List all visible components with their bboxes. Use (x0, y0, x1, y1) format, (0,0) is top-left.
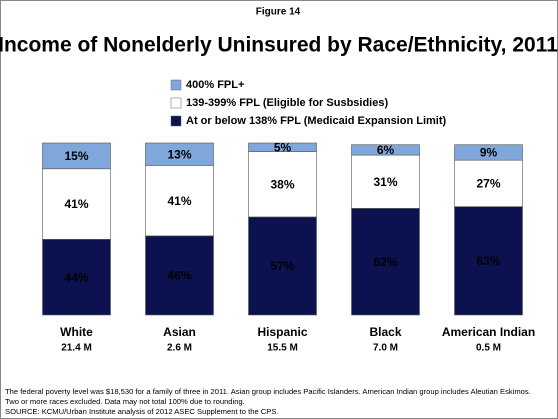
x-tick-label: American Indian (442, 325, 535, 339)
footnote: The federal poverty level was $18,530 fo… (5, 387, 531, 396)
data-label: 44% (64, 270, 88, 284)
chart-title: Income of Nonelderly Uninsured by Race/E… (0, 34, 558, 57)
data-label: 41% (64, 197, 88, 211)
data-label: 41% (167, 194, 191, 208)
footnote: SOURCE: KCMU/Urban Institute analysis of… (5, 407, 279, 416)
bar-segment (351, 144, 420, 156)
x-tick-note: 7.0 M (373, 343, 398, 354)
bar-segment (248, 142, 317, 152)
data-label: 46% (167, 269, 191, 283)
data-label: 62% (373, 255, 397, 269)
bar-segment (351, 208, 420, 316)
data-label: 38% (270, 177, 294, 191)
data-label: 15% (64, 149, 88, 163)
bar-segment (351, 154, 420, 209)
bar-segment (248, 151, 317, 218)
data-label: 5% (274, 140, 292, 154)
x-tick-note: 21.4 M (61, 343, 92, 354)
legend-label: 400% FPL+ (186, 79, 244, 91)
footnote: Two or more races excluded. Data may not… (5, 397, 245, 406)
x-tick-label: White (60, 325, 93, 339)
x-tick-label: Black (369, 325, 401, 339)
x-tick-note: 2.6 M (167, 343, 192, 354)
x-tick-note: 0.5 M (476, 343, 501, 354)
x-tick-label: Asian (163, 325, 196, 339)
data-label: 13% (167, 147, 191, 161)
bar-segment (145, 142, 214, 166)
bar-segment (145, 235, 214, 316)
bar-segment (145, 165, 214, 237)
bar-segment (454, 206, 523, 316)
figure-label: Figure 14 (256, 7, 301, 18)
legend-label: 139-399% FPL (Eligible for Susbsidies) (186, 97, 388, 109)
legend-swatch (170, 115, 182, 127)
legend-swatch (170, 97, 182, 109)
bar-segment (454, 144, 523, 161)
bar-segment (42, 142, 111, 170)
x-tick-note: 15.5 M (267, 343, 298, 354)
data-label: 9% (480, 146, 498, 160)
bar-segment (42, 239, 111, 316)
data-label: 6% (377, 143, 395, 157)
legend-label: At or below 138% FPL (Medicaid Expansion… (186, 115, 447, 127)
data-label: 63% (476, 254, 500, 268)
data-label: 57% (270, 259, 294, 273)
legend-swatch (170, 79, 182, 91)
data-label: 27% (476, 177, 500, 191)
x-tick-label: Hispanic (257, 325, 307, 339)
bar-segment (454, 159, 523, 207)
data-label: 31% (373, 175, 397, 189)
bar-segment (248, 216, 317, 316)
